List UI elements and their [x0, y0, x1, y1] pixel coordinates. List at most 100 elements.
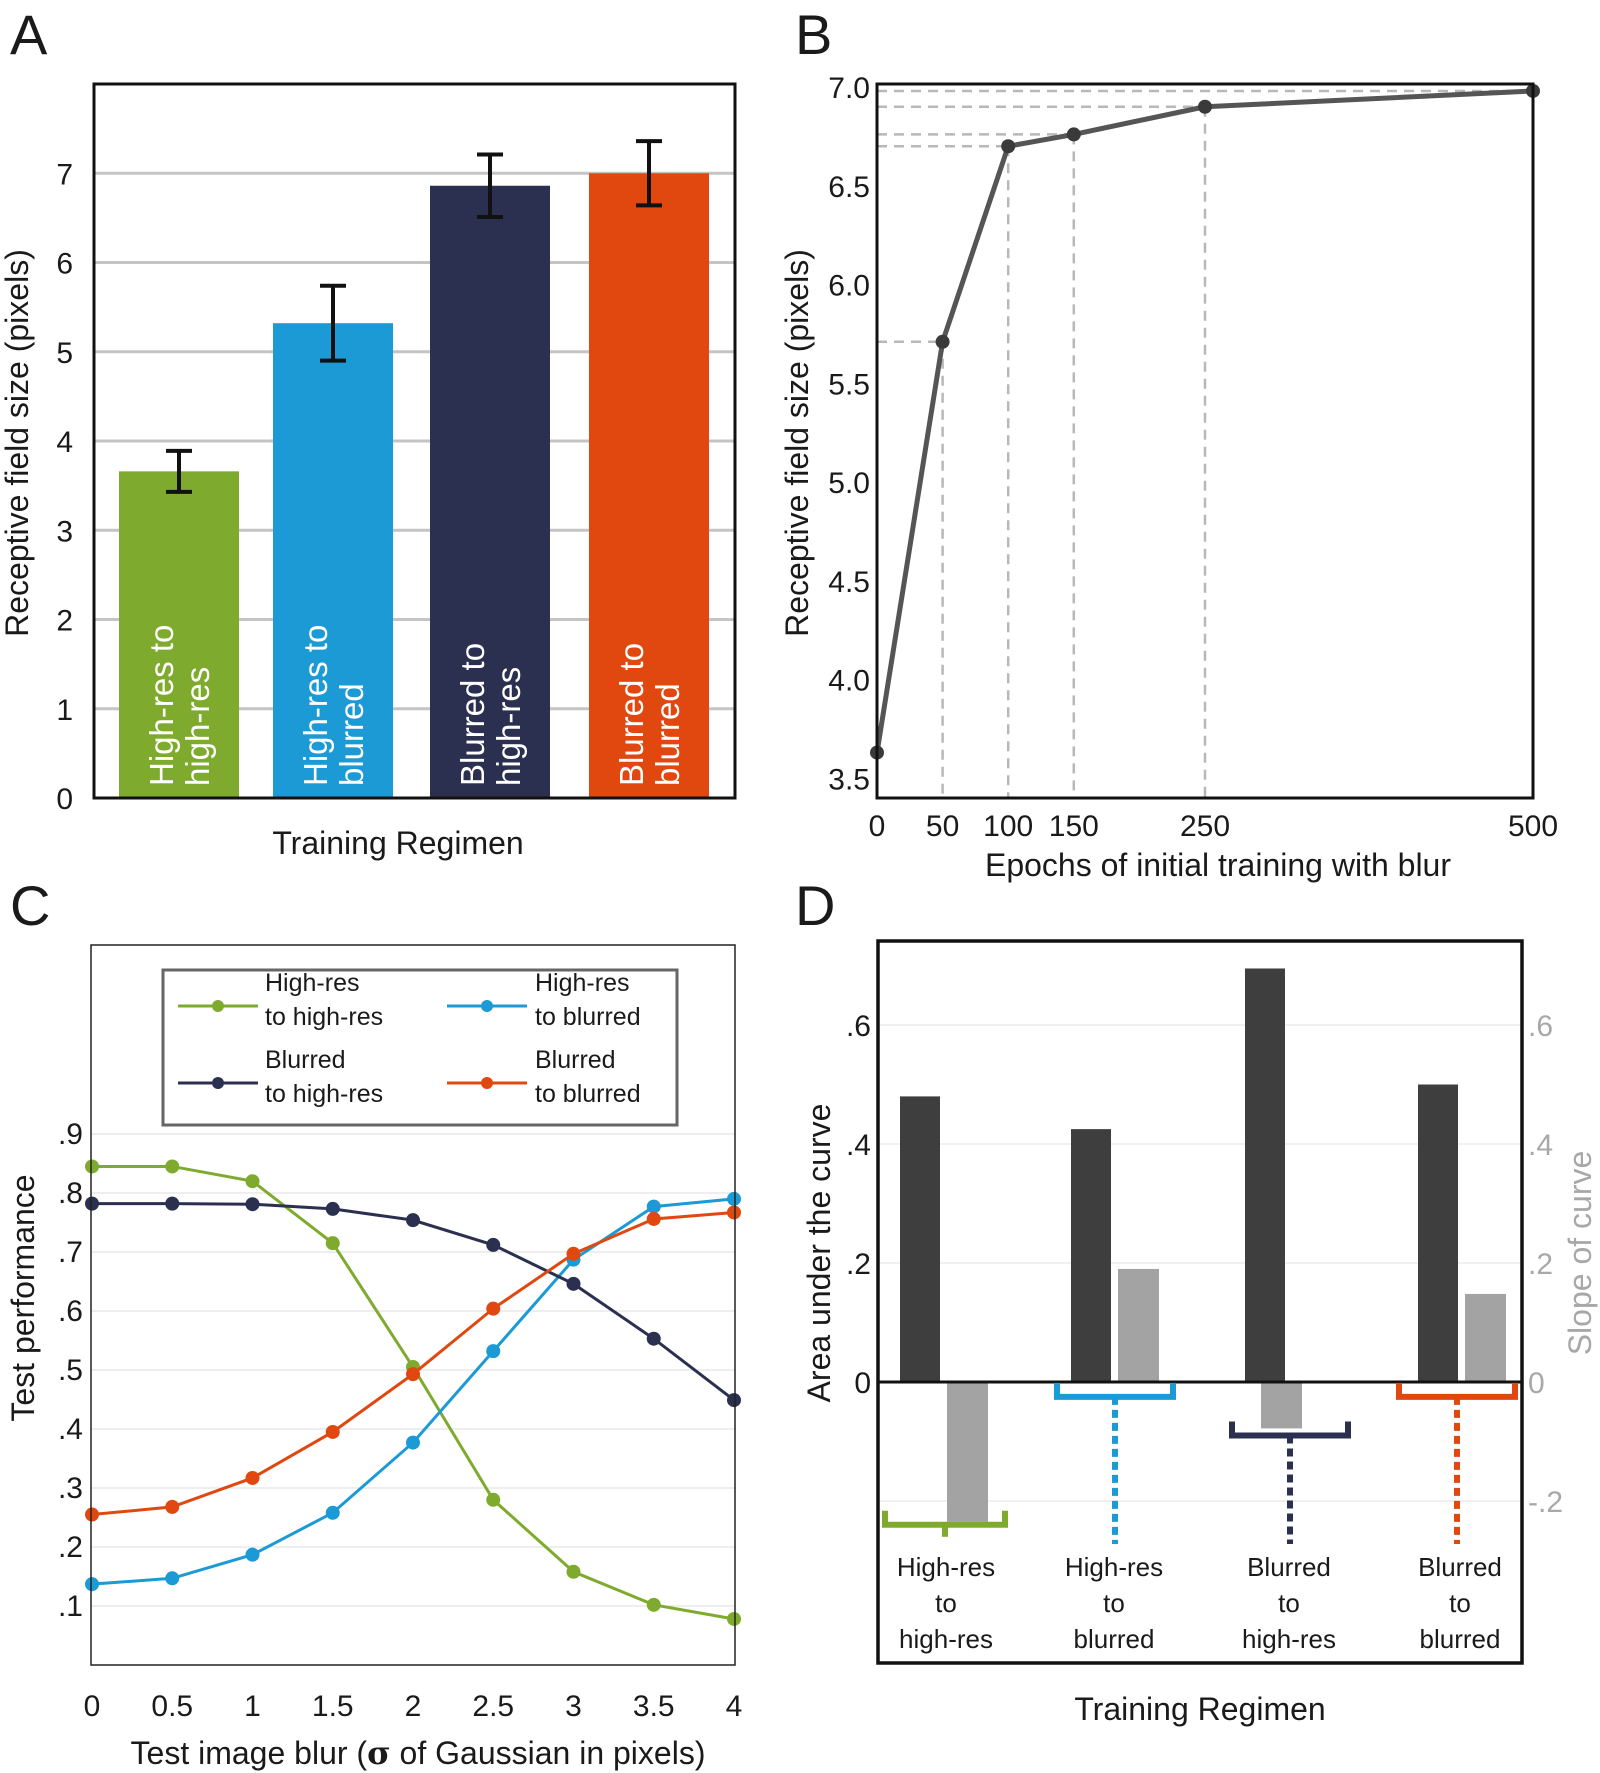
- y-tick-label: .9: [58, 1118, 83, 1151]
- panel-letter-b: B: [795, 3, 832, 66]
- bar: [430, 185, 550, 798]
- data-point: [646, 1597, 661, 1612]
- data-point: [325, 1424, 340, 1439]
- x-tick-label: 500: [1508, 810, 1558, 843]
- series-navy: [85, 1196, 741, 1408]
- y-tick-label: 1: [56, 694, 73, 727]
- auc-bar: [1245, 968, 1285, 1382]
- category-label: Blurred to high-res: [1242, 1552, 1336, 1654]
- bracket-green: [882, 1510, 1008, 1537]
- bracket-shape: [1396, 1382, 1518, 1400]
- panel-letter-a: A: [10, 3, 48, 66]
- legend-marker: [212, 1077, 224, 1089]
- auc-bar: [1418, 1084, 1458, 1382]
- panel-b-guide-lines: [877, 89, 1533, 798]
- panel-c-x-axis-title: Test image blur (σ of Gaussian in pixels…: [131, 1734, 706, 1772]
- panel-b: 3.5 4.0 4.5 5.0 5.5 6.0 6.5 7.0 0 50 100 150 250 500…: [779, 72, 1558, 883]
- panel-b-y-ticks: 3.5 4.0 4.5 5.0 5.5 6.0 6.5 7.0: [828, 72, 870, 796]
- data-point: [727, 1611, 741, 1626]
- data-point: [325, 1505, 340, 1520]
- panel-b-y-axis-title: Receptive field size (pixels): [779, 249, 815, 637]
- category-label: Blurred to blurred: [1418, 1552, 1502, 1654]
- y-tick-label: .1: [58, 1590, 83, 1623]
- x-tick-label: 100: [983, 810, 1033, 843]
- y-tick-label: 3.5: [828, 763, 870, 796]
- y-tick-label: 4.5: [828, 566, 870, 599]
- y-tick-label: .8: [58, 1177, 83, 1210]
- data-point: [165, 1159, 180, 1174]
- data-point: [486, 1301, 501, 1316]
- slope-bar: [1465, 1293, 1506, 1382]
- bar: [273, 323, 393, 798]
- x-tick-label: 1: [244, 1690, 261, 1723]
- legend-label: Blurred to high-res: [265, 1046, 383, 1108]
- data-point: [566, 1276, 581, 1291]
- panel-c-y-axis-title: Test performance: [5, 1174, 41, 1421]
- panel-d-x-axis-title: Training Regimen: [1074, 1691, 1325, 1727]
- panel-c-frame: [90, 944, 736, 1666]
- panel-c-y-ticks: .1 .2 .3 .4 .5 .6 .7 .8 .9: [58, 1118, 83, 1623]
- data-point: [85, 1159, 99, 1174]
- series-green: [85, 1159, 741, 1626]
- data-point: [1001, 139, 1016, 154]
- x-tick-label: 1.5: [312, 1690, 354, 1723]
- data-point: [85, 1507, 99, 1522]
- x-tick-label: 0.5: [151, 1690, 193, 1723]
- data-point: [406, 1213, 420, 1228]
- legend-marker: [212, 1000, 224, 1012]
- data-point: [325, 1236, 340, 1251]
- y-tick-label: 5.0: [828, 467, 870, 500]
- panel-c-x-ticks: 0 0.5 1 1.5 2 2.5 3 3.5 4: [84, 1690, 743, 1723]
- bracket-orange: [1396, 1382, 1518, 1544]
- legend-label: Blurred to blurred: [535, 1046, 641, 1108]
- data-point: [1198, 99, 1212, 114]
- bar-label: Blurred toblurred: [613, 643, 686, 786]
- panel-c-legend: High-res to high-res High-res to blurred Blu…: [161, 968, 679, 1127]
- panel-letter-c: C: [10, 874, 50, 937]
- y-tick-label: 0: [56, 783, 73, 816]
- panel-b-frame: [875, 82, 1535, 800]
- x-tick-label: 150: [1049, 810, 1099, 843]
- legend-marker: [481, 1077, 493, 1089]
- series-line: [91, 1197, 735, 1586]
- y-tick-label: 7.0: [828, 72, 870, 105]
- y-tick-label: 4: [56, 426, 73, 459]
- y-tick-label: 3: [56, 515, 73, 548]
- data-point: [935, 334, 950, 349]
- y2-tick-label: .6: [1528, 1010, 1553, 1043]
- data-point: [566, 1246, 581, 1261]
- y2-tick-label: 0: [1528, 1367, 1545, 1400]
- category-label: High-res to blurred: [1065, 1552, 1163, 1654]
- bracket-navy: [1229, 1421, 1351, 1544]
- y-tick-label: .6: [58, 1295, 83, 1328]
- y-tick-label: .5: [58, 1354, 83, 1387]
- panel-a-y-ticks: 0 1 2 3 4 5 6 7: [56, 158, 73, 816]
- y-tick-label: 6: [56, 248, 73, 281]
- legend-marker: [481, 1000, 493, 1012]
- x-tick-label: 0: [869, 810, 886, 843]
- data-point: [486, 1237, 501, 1252]
- x-tick-label: 2.5: [472, 1690, 514, 1723]
- data-point: [406, 1435, 420, 1450]
- legend-label: High-res to blurred: [535, 969, 641, 1031]
- panel-a-x-axis-title: Training Regimen: [272, 825, 523, 861]
- y-tick-label: .3: [58, 1472, 83, 1505]
- panel-d-y2-axis-title: Slope of curve: [1562, 1151, 1598, 1356]
- data-point: [245, 1174, 260, 1189]
- bar-label: High-res tohigh-res: [143, 625, 216, 786]
- data-point: [486, 1492, 501, 1507]
- panel-b-x-axis-title: Epochs of initial training with blur: [985, 847, 1451, 883]
- data-point: [566, 1564, 581, 1579]
- data-point: [325, 1201, 340, 1216]
- slope-bar: [1118, 1268, 1159, 1382]
- y-tick-label: 5.5: [828, 368, 870, 401]
- bracket-shape: [1054, 1382, 1176, 1400]
- panel-c-gridlines: [91, 1133, 735, 1607]
- data-point: [165, 1196, 180, 1211]
- bar-label: High-res toblurred: [297, 625, 370, 786]
- panel-d-frame: [876, 939, 1524, 1665]
- auc-bar: [900, 1096, 940, 1382]
- series-blue: [85, 1191, 741, 1592]
- y-tick-label: 4.0: [828, 665, 870, 698]
- data-point: [727, 1191, 741, 1206]
